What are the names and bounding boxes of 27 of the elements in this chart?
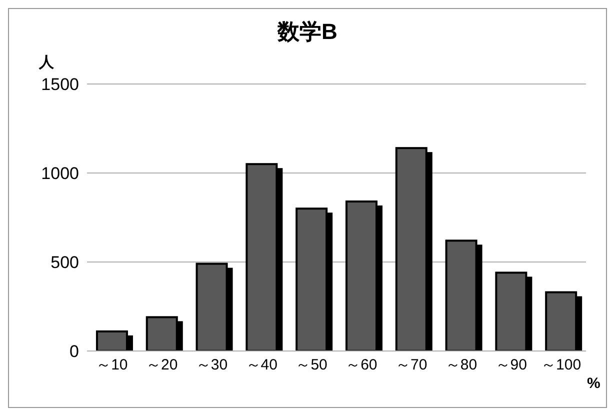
bar bbox=[545, 291, 578, 351]
y-tick-label: 0 bbox=[70, 342, 79, 362]
bar bbox=[296, 208, 328, 351]
x-tick-label: ～50 bbox=[296, 356, 328, 374]
x-tick-label: ～100 bbox=[541, 356, 582, 374]
x-tick-label: ～60 bbox=[346, 356, 378, 374]
x-tick-label: ～40 bbox=[246, 356, 278, 374]
bar bbox=[146, 316, 178, 351]
chart-title: 数学B bbox=[276, 18, 338, 46]
y-axis-title: 人 bbox=[39, 53, 54, 72]
bar bbox=[445, 240, 478, 351]
bar bbox=[96, 330, 128, 351]
x-tick-label: ～80 bbox=[445, 356, 478, 374]
y-tick-label: 1500 bbox=[41, 75, 79, 94]
x-tick-label: ～90 bbox=[495, 356, 527, 374]
bar bbox=[196, 262, 228, 351]
bar bbox=[246, 163, 278, 351]
x-tick-label: ～70 bbox=[396, 356, 428, 374]
bar bbox=[495, 272, 528, 351]
x-axis-title: % bbox=[587, 375, 600, 392]
x-tick-label: ～10 bbox=[96, 356, 128, 374]
x-tick-label: ～30 bbox=[196, 356, 228, 374]
y-tick-label: 1000 bbox=[41, 164, 79, 184]
bar bbox=[395, 147, 428, 351]
bar bbox=[345, 200, 378, 351]
y-tick-label: 500 bbox=[50, 253, 79, 272]
x-tick-label: ～20 bbox=[146, 356, 178, 374]
